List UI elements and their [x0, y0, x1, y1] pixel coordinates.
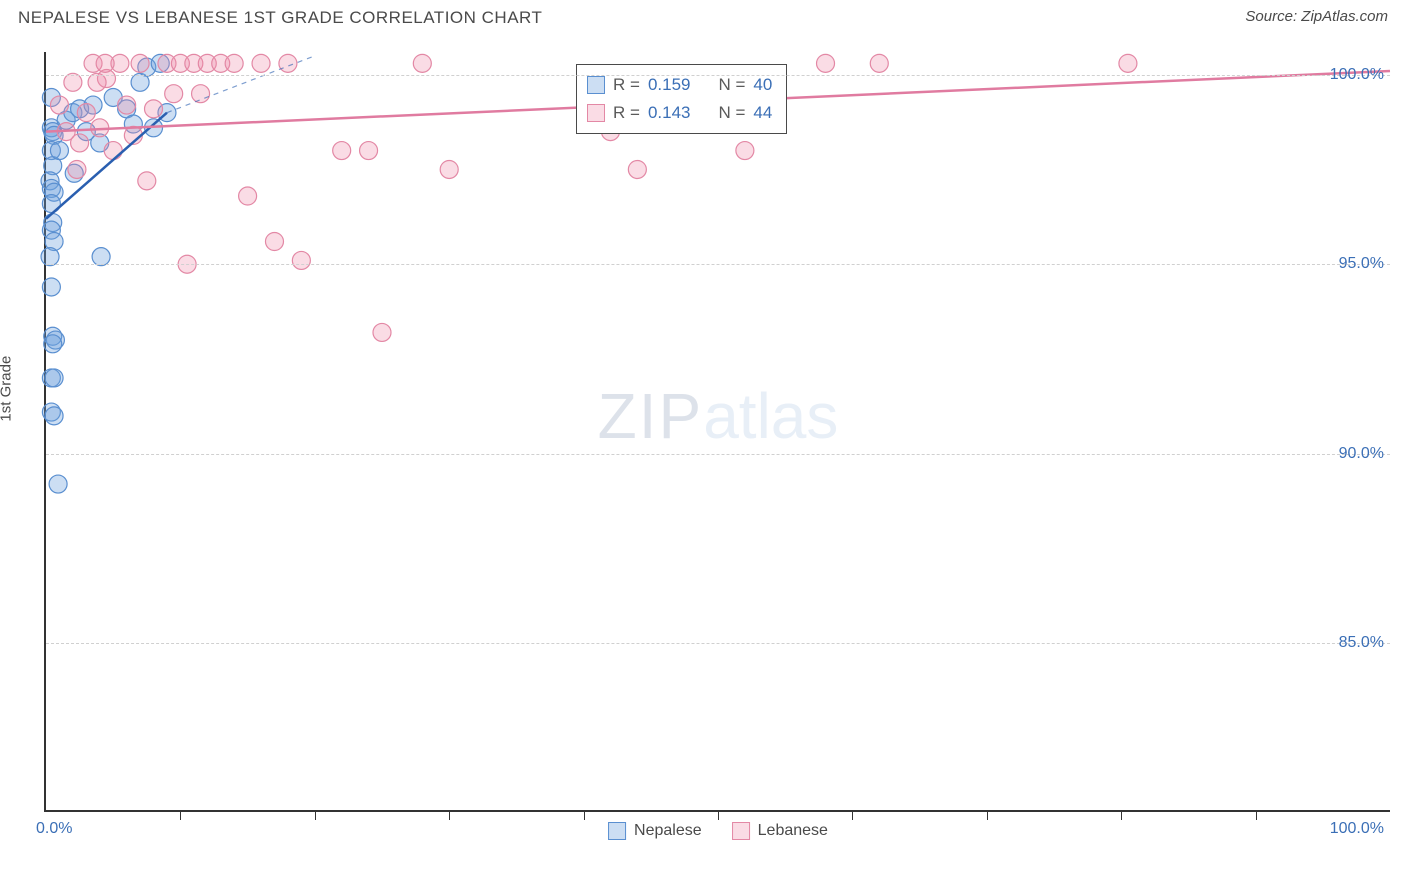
- x-axis-max-label: 100.0%: [1330, 820, 1384, 838]
- legend-n-label: N =: [718, 99, 745, 127]
- bottom-label-lebanese: Lebanese: [758, 822, 828, 840]
- grid-line: [46, 643, 1390, 644]
- x-tick: [852, 810, 853, 820]
- x-tick: [1256, 810, 1257, 820]
- y-tick-label: 90.0%: [1339, 445, 1384, 463]
- bottom-legend-lebanese: Lebanese: [732, 822, 828, 840]
- bottom-legend: Nepalese Lebanese: [608, 822, 828, 840]
- legend-n-value-lebanese: 44: [753, 99, 772, 127]
- legend-r-label: R =: [613, 99, 640, 127]
- y-tick-label: 95.0%: [1339, 255, 1384, 273]
- bottom-swatch-lebanese: [732, 822, 750, 840]
- bottom-legend-nepalese: Nepalese: [608, 822, 702, 840]
- x-tick: [584, 810, 585, 820]
- source-value: ZipAtlas.com: [1301, 8, 1388, 25]
- plot-area: ZIPatlas R = 0.159 N = 40 R = 0.143 N = …: [44, 52, 1390, 812]
- x-tick: [718, 810, 719, 820]
- grid-line: [46, 454, 1390, 455]
- x-tick: [449, 810, 450, 820]
- legend-swatch-nepalese: [587, 76, 605, 94]
- bottom-swatch-nepalese: [608, 822, 626, 840]
- plot-svg: [46, 52, 1390, 810]
- legend-r-value-lebanese: 0.143: [648, 99, 691, 127]
- chart-source: Source: ZipAtlas.com: [1245, 8, 1388, 25]
- bottom-label-nepalese: Nepalese: [634, 822, 702, 840]
- y-tick-label: 100.0%: [1330, 66, 1384, 84]
- legend-row-lebanese: R = 0.143 N = 44: [587, 99, 772, 127]
- y-tick-label: 85.0%: [1339, 634, 1384, 652]
- x-axis-min-label: 0.0%: [36, 820, 72, 838]
- x-tick: [180, 810, 181, 820]
- x-tick: [1121, 810, 1122, 820]
- x-tick: [315, 810, 316, 820]
- x-tick: [987, 810, 988, 820]
- chart-title: NEPALESE VS LEBANESE 1ST GRADE CORRELATI…: [18, 8, 542, 27]
- y-axis-title: 1st Grade: [0, 356, 15, 422]
- grid-line: [46, 75, 1390, 76]
- legend-swatch-lebanese: [587, 104, 605, 122]
- source-label: Source:: [1245, 8, 1301, 25]
- grid-line: [46, 264, 1390, 265]
